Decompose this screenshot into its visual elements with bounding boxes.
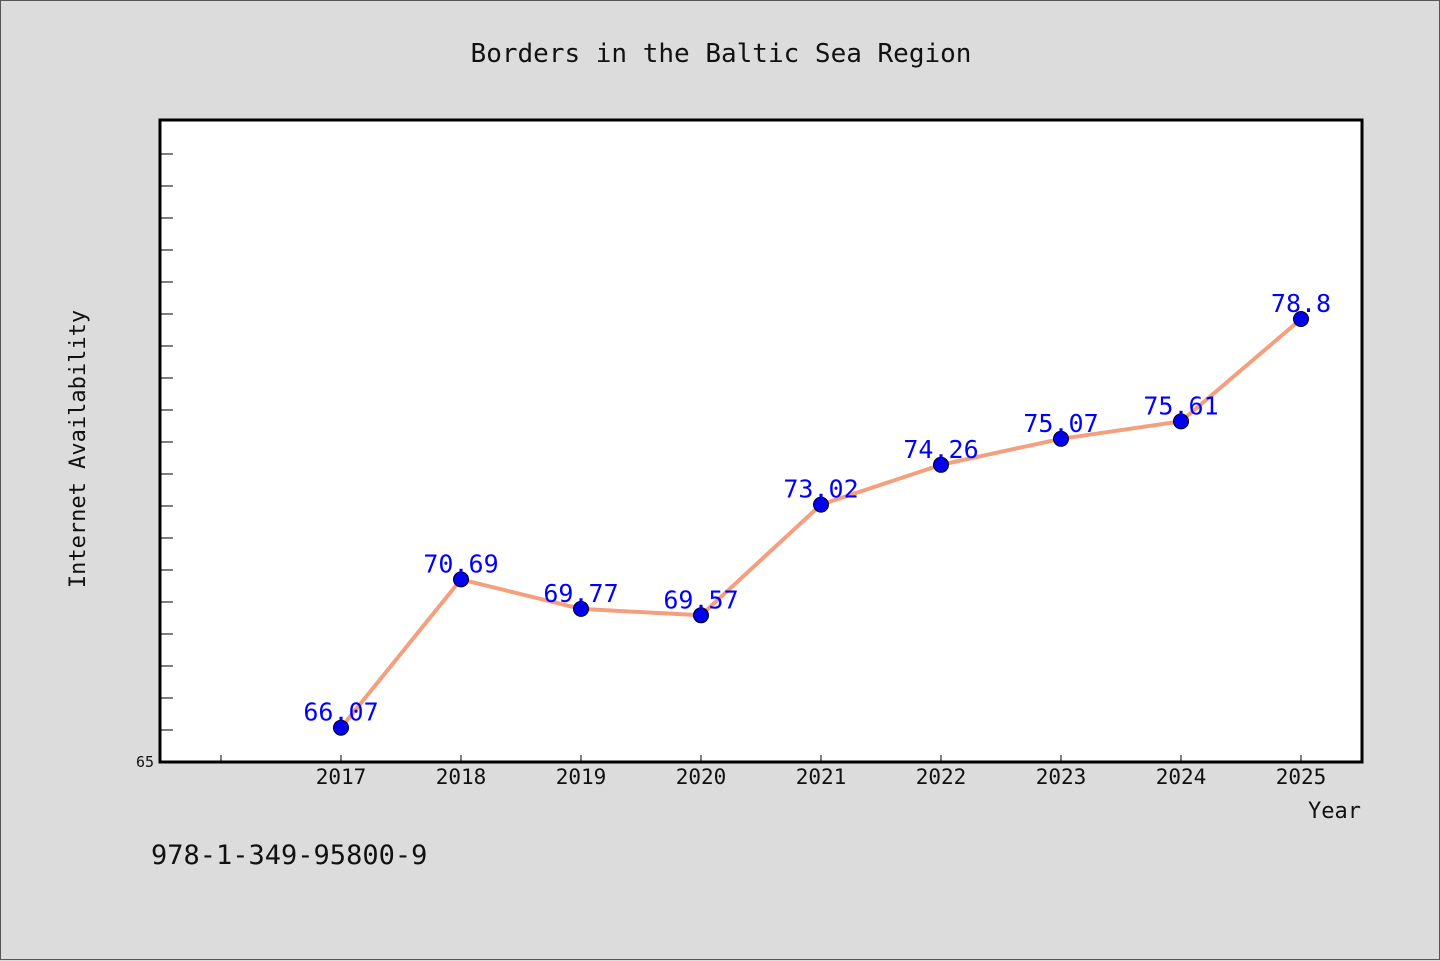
x-tick-label: 2024 xyxy=(1156,765,1207,789)
data-point-marker xyxy=(933,456,949,473)
plot-area xyxy=(158,118,1364,764)
data-point-label: 69.57 xyxy=(663,585,738,614)
x-axis-ticks xyxy=(220,755,1302,762)
series-markers-group xyxy=(333,311,1309,736)
isbn-footer: 978-1-349-95800-9 xyxy=(151,840,427,871)
data-labels-group: 66.07 70.69 69.77 69.57 73.02 74.26 75.07 75.61… xyxy=(303,289,1331,727)
x-tick-label: 2018 xyxy=(436,765,487,789)
data-point-marker xyxy=(1053,430,1069,447)
data-point-marker xyxy=(333,719,349,736)
data-point-label: 70.69 xyxy=(423,549,498,578)
data-point-label: 78.8 xyxy=(1271,289,1331,318)
y-axis-tick-label: 65 xyxy=(136,753,154,771)
data-point-label: 66.07 xyxy=(303,698,378,727)
x-tick-label: 2023 xyxy=(1036,765,1087,789)
x-tick-label: 2022 xyxy=(916,765,967,789)
x-tick-label: 2025 xyxy=(1276,765,1327,789)
data-point-marker xyxy=(1173,413,1189,430)
x-tick-label: 2020 xyxy=(676,765,727,789)
y-axis-label: Internet Availability xyxy=(66,310,91,588)
data-point-label: 73.02 xyxy=(783,475,858,504)
data-point-label: 75.07 xyxy=(1023,409,1098,438)
data-point-marker xyxy=(573,600,589,617)
data-point-marker xyxy=(453,571,469,588)
x-axis-label: Year xyxy=(1308,799,1361,824)
x-tick-label: 2017 xyxy=(316,765,367,789)
x-axis-tick-labels: 2017 2018 2019 2020 2021 2022 2023 2024 2025 xyxy=(316,765,1327,789)
data-point-label: 74.26 xyxy=(903,435,978,464)
data-point-marker xyxy=(813,496,829,513)
x-tick-label: 2021 xyxy=(796,765,847,789)
chart-title: Borders in the Baltic Sea Region xyxy=(471,39,972,69)
data-point-label: 75.61 xyxy=(1143,391,1218,420)
data-point-label: 69.77 xyxy=(543,579,618,608)
data-point-marker xyxy=(1293,311,1309,327)
x-tick-label: 2019 xyxy=(556,765,607,789)
data-point-marker xyxy=(693,607,709,624)
y-axis-ticks xyxy=(160,153,173,763)
